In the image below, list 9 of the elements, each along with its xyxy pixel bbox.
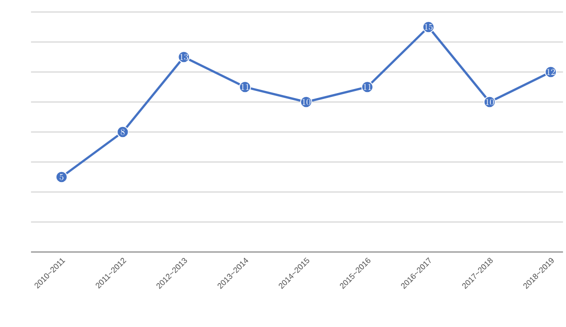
data-label: 10: [486, 98, 494, 106]
data-label: 8: [120, 128, 125, 136]
data-label: 13: [180, 54, 188, 60]
data-label: 5: [60, 174, 64, 180]
data-label: 11: [364, 84, 372, 90]
data-label: 12: [546, 68, 555, 75]
data-label: 11: [241, 84, 249, 90]
data-label: 10: [302, 98, 310, 106]
data-label: 15: [424, 24, 433, 30]
